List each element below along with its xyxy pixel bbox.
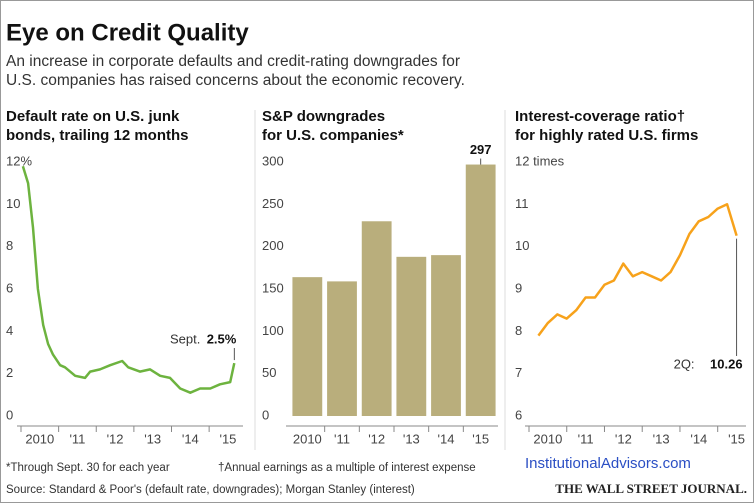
y-tick-label: 11 (515, 196, 529, 211)
y-tick-label: 10 (515, 238, 529, 253)
y-tick-label: 4 (6, 323, 13, 338)
x-tick-label: '15 (728, 431, 745, 446)
x-tick-label: '12 (107, 431, 124, 446)
bar (361, 221, 392, 416)
y-tick-label: 150 (262, 280, 284, 295)
panel-title: bonds, trailing 12 months (6, 127, 189, 144)
annotation: 2Q: (674, 356, 695, 371)
y-tick-label: 6 (515, 407, 522, 422)
x-tick-label: '13 (653, 431, 670, 446)
bar (431, 255, 461, 416)
title: Eye on Credit Quality (6, 19, 249, 46)
x-tick-label: '11 (334, 431, 350, 446)
bar (292, 277, 323, 416)
x-tick-label: '12 (615, 431, 632, 446)
panel-title: S&P downgrades (262, 108, 385, 125)
watermark: InstitutionalAdvisors.com (525, 455, 691, 472)
subtitle: An increase in corporate defaults and cr… (6, 53, 460, 70)
y-tick-label: 250 (262, 196, 284, 211)
panel-title: for highly rated U.S. firms (515, 127, 698, 144)
y-tick-label: 100 (262, 323, 284, 338)
line (537, 203, 738, 337)
y-tick-label: 50 (262, 365, 276, 380)
y-tick-label: 6 (6, 280, 13, 295)
x-tick-label: '15 (472, 431, 489, 446)
x-tick-label: '14 (690, 431, 707, 446)
y-tick-label: 8 (515, 323, 522, 338)
y-tick-label: 300 (262, 153, 284, 168)
x-tick-label: '14 (438, 431, 455, 446)
y-tick-label: 9 (515, 280, 522, 295)
bar (396, 256, 427, 416)
subtitle: U.S. companies has raised concerns about… (6, 72, 465, 89)
x-tick-label: '14 (182, 431, 199, 446)
x-tick-label: 2010 (293, 431, 322, 446)
y-tick-label: 2 (6, 365, 13, 380)
y-tick-label: 0 (6, 407, 13, 422)
x-tick-label: '12 (368, 431, 385, 446)
y-tick-label: 12% (6, 153, 32, 168)
x-tick-label: '11 (578, 431, 594, 446)
panel-title: Default rate on U.S. junk (6, 108, 180, 125)
footnote: †Annual earnings as a multiple of intere… (218, 462, 476, 474)
bar (465, 164, 496, 416)
bar (327, 281, 357, 416)
brand: THE WALL STREET JOURNAL. (555, 481, 747, 496)
value-label: 297 (470, 142, 492, 157)
panel-title: for U.S. companies* (262, 127, 404, 144)
annotation: Sept. (170, 331, 200, 346)
y-tick-label: 7 (515, 365, 522, 380)
line (21, 165, 236, 394)
y-tick-label: 8 (6, 238, 13, 253)
y-tick-label: 200 (262, 238, 284, 253)
x-tick-label: '13 (144, 431, 161, 446)
panel-title: Interest-coverage ratio† (515, 108, 685, 125)
y-tick-label: 0 (262, 407, 269, 422)
y-tick-label: 10 (6, 196, 20, 211)
x-tick-label: '11 (69, 431, 85, 446)
footnote: *Through Sept. 30 for each year (6, 462, 170, 474)
x-tick-label: 2010 (533, 431, 562, 446)
x-tick-label: '15 (219, 431, 236, 446)
x-tick-label: '13 (403, 431, 420, 446)
x-tick-label: 2010 (25, 431, 54, 446)
y-tick-label: 12 times (515, 153, 565, 168)
source: Source: Standard & Poor's (default rate,… (6, 484, 415, 496)
value-label: 2.5% (207, 331, 237, 346)
value-label: 10.26 (710, 356, 743, 371)
